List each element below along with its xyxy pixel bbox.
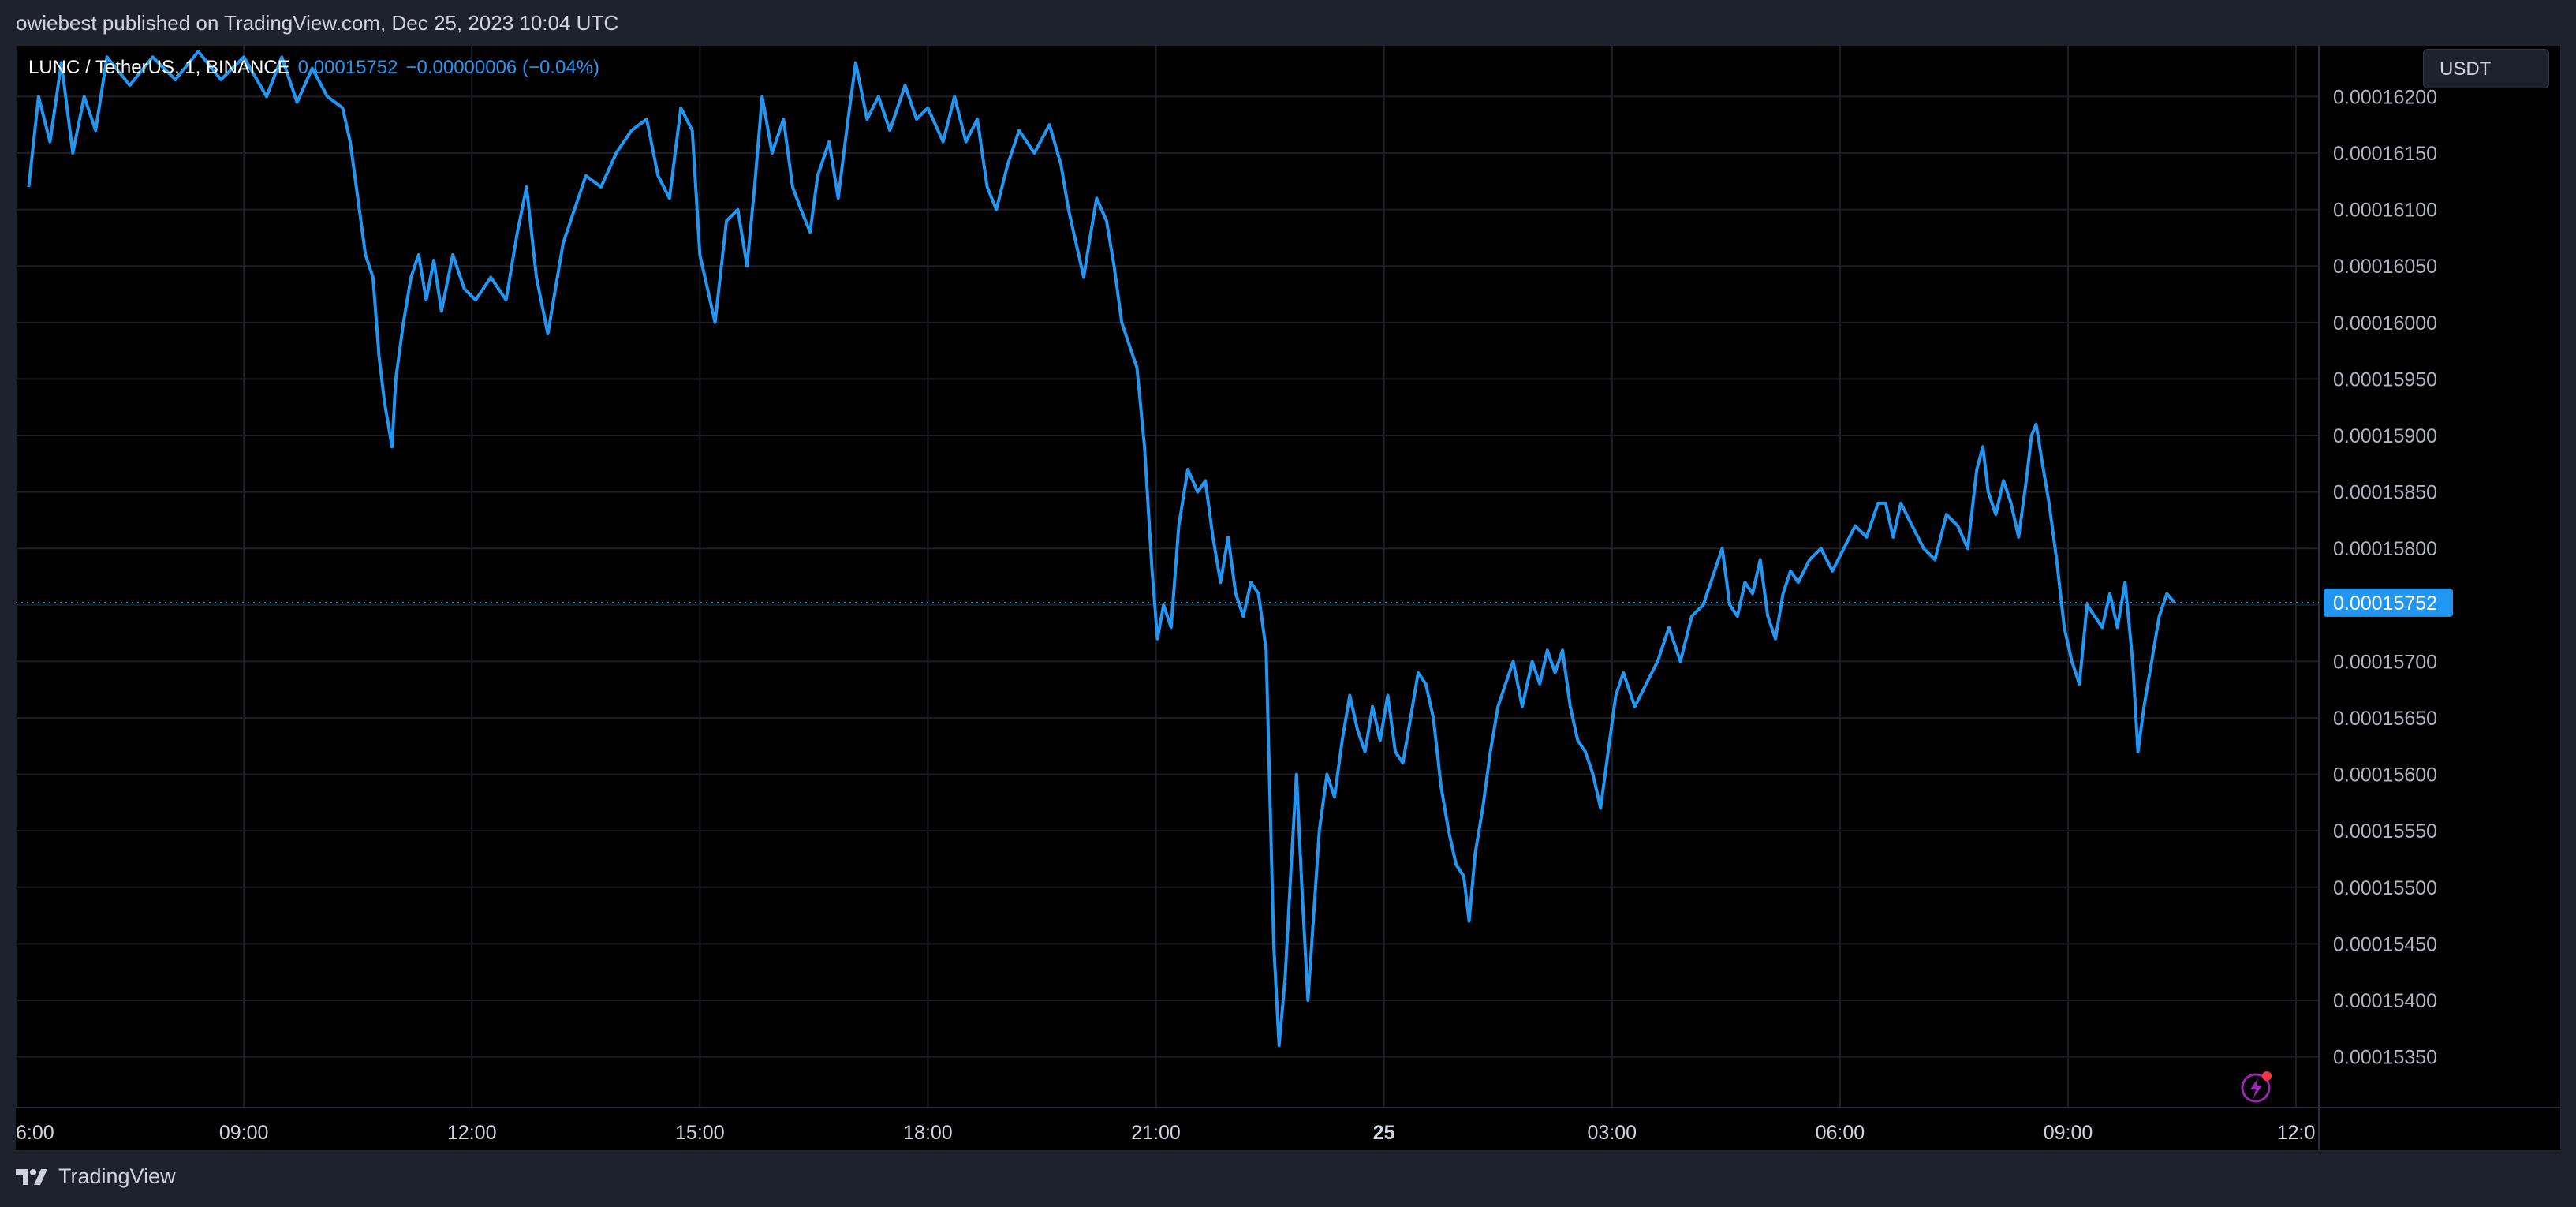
last-price-badge [2324, 588, 2453, 617]
y-tick-label: 0.00015800 [2333, 538, 2437, 560]
x-tick-label: 06:00 [1816, 1122, 1865, 1144]
y-tick-label: 0.00015450 [2333, 933, 2437, 955]
y-tick-label: 0.00015850 [2333, 482, 2437, 504]
published-by-line: owiebest published on TradingView.com, D… [16, 11, 619, 35]
symbol-legend: LUNC / TetherUS, 1, BINANCE 0.00015752 −0.… [28, 57, 599, 79]
last-price-value: 0.00015752 [297, 57, 398, 78]
x-tick-label: 25 [1373, 1122, 1395, 1144]
x-tick-label: 09:00 [219, 1122, 269, 1144]
x-tick-label: 6:00 [16, 1122, 54, 1144]
last-price-badge-label: 0.00015752 [2333, 592, 2437, 615]
brand-name: TradingView [58, 1164, 176, 1188]
y-tick-label: 0.00016100 [2333, 200, 2437, 222]
y-tick-label: 0.00015700 [2333, 651, 2437, 673]
y-tick-label: 0.00015500 [2333, 877, 2437, 899]
y-tick-label: 0.00016150 [2333, 143, 2437, 165]
y-tick-label: 0.00016200 [2333, 86, 2437, 108]
price-series-line[interactable] [27, 50, 2176, 1048]
footer-brand[interactable]: TradingView [16, 1164, 176, 1189]
x-tick-label: 09:00 [2044, 1122, 2093, 1144]
price-change-value: −0.00000006 (−0.04%) [405, 57, 599, 78]
y-tick-label: 0.00016050 [2333, 256, 2437, 278]
x-tick-label: 12:0 [2277, 1122, 2316, 1144]
y-tick-label: 0.00015600 [2333, 764, 2437, 787]
y-tick-label: 0.00015650 [2333, 708, 2437, 730]
currency-button[interactable]: USDT [2423, 49, 2549, 88]
y-tick-label: 0.00015900 [2333, 425, 2437, 447]
x-tick-label: 15:00 [675, 1122, 725, 1144]
y-tick-label: 0.00015350 [2333, 1047, 2437, 1069]
y-tick-label: 0.00016000 [2333, 312, 2437, 334]
price-chart[interactable]: 0.00016200 0.00016150 0.00016100 0.00016050… [16, 46, 2560, 1150]
chart-area[interactable]: 0.00016200 0.00016150 0.00016100 0.00016050… [16, 46, 2560, 1150]
x-tick-label: 03:00 [1587, 1122, 1637, 1144]
y-tick-label: 0.00015550 [2333, 820, 2437, 843]
y-tick-label: 0.00015400 [2333, 990, 2437, 1012]
x-tick-label: 12:00 [447, 1122, 497, 1144]
tradingview-logo-icon [16, 1168, 47, 1185]
y-tick-label: 0.00015950 [2333, 368, 2437, 390]
symbol-label[interactable]: LUNC / TetherUS, 1, BINANCE [28, 57, 290, 78]
x-tick-label: 18:00 [903, 1122, 953, 1144]
lightning-bolt-icon[interactable] [2240, 1069, 2275, 1104]
top-bar: owiebest published on TradingView.com, D… [0, 0, 2576, 46]
x-tick-label: 21:00 [1131, 1122, 1181, 1144]
